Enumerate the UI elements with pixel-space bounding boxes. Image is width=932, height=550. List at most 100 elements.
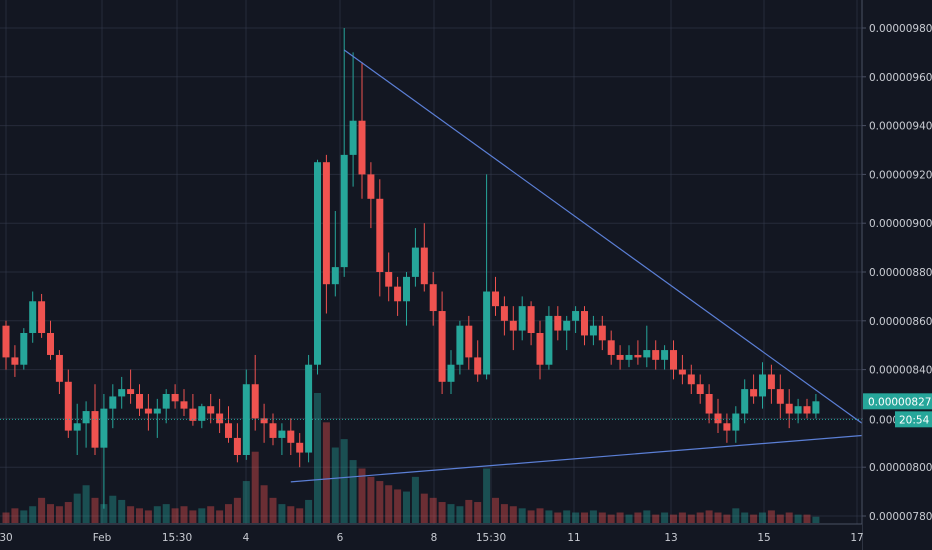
candle-body[interactable] [652, 350, 660, 360]
candle-body[interactable] [456, 325, 464, 365]
candle-body[interactable] [563, 320, 571, 331]
candle-body[interactable] [349, 120, 357, 155]
candle-body[interactable] [376, 198, 384, 272]
candle-body[interactable] [314, 162, 321, 365]
candle-body[interactable] [759, 374, 766, 397]
upper-trendline[interactable] [343, 49, 863, 424]
candle-body[interactable] [509, 320, 517, 331]
candle-body[interactable] [127, 389, 135, 394]
candle-body[interactable] [625, 354, 633, 360]
candle-body[interactable] [233, 437, 241, 455]
candle-body[interactable] [696, 384, 704, 394]
price-axis-panel[interactable] [862, 0, 932, 550]
candlestick-series[interactable] [2, 28, 820, 509]
candle-body[interactable] [269, 423, 277, 438]
candle-body[interactable] [812, 401, 820, 414]
candle-body[interactable] [216, 413, 224, 424]
candle-body[interactable] [723, 423, 731, 431]
candle-body[interactable] [803, 406, 811, 414]
candle-body[interactable] [447, 364, 455, 382]
candle-body[interactable] [492, 291, 499, 307]
candle-body[interactable] [643, 350, 651, 358]
candle-body[interactable] [55, 354, 63, 382]
candle-body[interactable] [785, 403, 793, 414]
candle-body[interactable] [616, 354, 624, 360]
candle-body[interactable] [305, 364, 313, 453]
candle-body[interactable] [465, 325, 473, 358]
candle-body[interactable] [296, 442, 304, 453]
candle-body[interactable] [100, 408, 108, 448]
candle-body[interactable] [572, 311, 580, 321]
candle-body[interactable] [171, 394, 179, 402]
candle-body[interactable] [705, 394, 713, 414]
volume-bar [803, 514, 811, 523]
candle-body[interactable] [260, 418, 268, 424]
candle-body[interactable] [251, 384, 259, 419]
candle-body[interactable] [794, 406, 802, 414]
candle-body[interactable] [367, 174, 375, 199]
lower-trendline[interactable] [290, 434, 863, 483]
candle-body[interactable] [118, 389, 126, 397]
candle-body[interactable] [136, 394, 143, 409]
candle-body[interactable] [678, 369, 686, 375]
time-axis-labels: 30 Feb 15:30 4 6 8 15:30 11 13 15 17 [0, 532, 864, 544]
candle-body[interactable] [670, 350, 677, 370]
candle-body[interactable] [64, 381, 72, 431]
candle-body[interactable] [500, 306, 508, 321]
candle-body[interactable] [750, 389, 758, 397]
candle-body[interactable] [207, 406, 215, 414]
candle-body[interactable] [144, 408, 152, 414]
candle-body[interactable] [287, 430, 295, 443]
candle-body[interactable] [73, 423, 81, 431]
candle-body[interactable] [394, 286, 402, 302]
candle-body[interactable] [607, 340, 615, 355]
candle-body[interactable] [411, 247, 419, 277]
candle-body[interactable] [687, 374, 695, 385]
candle-body[interactable] [483, 291, 491, 375]
candle-body[interactable] [20, 333, 28, 365]
candle-body[interactable] [2, 325, 10, 358]
candle-body[interactable] [598, 325, 606, 341]
candle-body[interactable] [198, 406, 206, 421]
candle-body[interactable] [331, 267, 339, 285]
candle-body[interactable] [385, 272, 393, 287]
candle-body[interactable] [545, 315, 553, 365]
candle-body[interactable] [767, 374, 775, 390]
candle-body[interactable] [11, 357, 19, 365]
candle-body[interactable] [527, 306, 535, 333]
candle-body[interactable] [776, 389, 784, 404]
candle-body[interactable] [474, 357, 482, 375]
candle-body[interactable] [438, 311, 446, 382]
candle-body[interactable] [581, 311, 588, 336]
candle-body[interactable] [589, 325, 597, 336]
candle-body[interactable] [661, 350, 669, 360]
candle-body[interactable] [189, 408, 197, 421]
candle-body[interactable] [153, 408, 161, 414]
candle-body[interactable] [29, 301, 37, 333]
candle-body[interactable] [47, 333, 54, 355]
candle-body[interactable] [278, 430, 286, 438]
candle-body[interactable] [225, 423, 232, 438]
candle-body[interactable] [109, 396, 117, 409]
candle-body[interactable] [420, 247, 428, 285]
candle-body[interactable] [732, 413, 740, 431]
candle-body[interactable] [536, 333, 544, 365]
candle-body[interactable] [322, 162, 330, 285]
candle-body[interactable] [162, 394, 170, 409]
candle-body[interactable] [340, 154, 348, 268]
candle-body[interactable] [634, 354, 642, 358]
candle-body[interactable] [714, 413, 722, 424]
candle-body[interactable] [358, 120, 366, 175]
candle-body[interactable] [82, 411, 90, 424]
candle-body[interactable] [429, 284, 437, 312]
candle-body[interactable] [91, 411, 99, 448]
candle-body[interactable] [554, 315, 562, 331]
time-axis-panel[interactable] [0, 524, 862, 550]
candle-body[interactable] [403, 276, 410, 302]
candle-body[interactable] [180, 401, 188, 409]
candle-body[interactable] [741, 389, 749, 414]
candle-body[interactable] [38, 301, 46, 333]
candle-body[interactable] [518, 306, 526, 331]
trendlines[interactable] [290, 49, 863, 483]
